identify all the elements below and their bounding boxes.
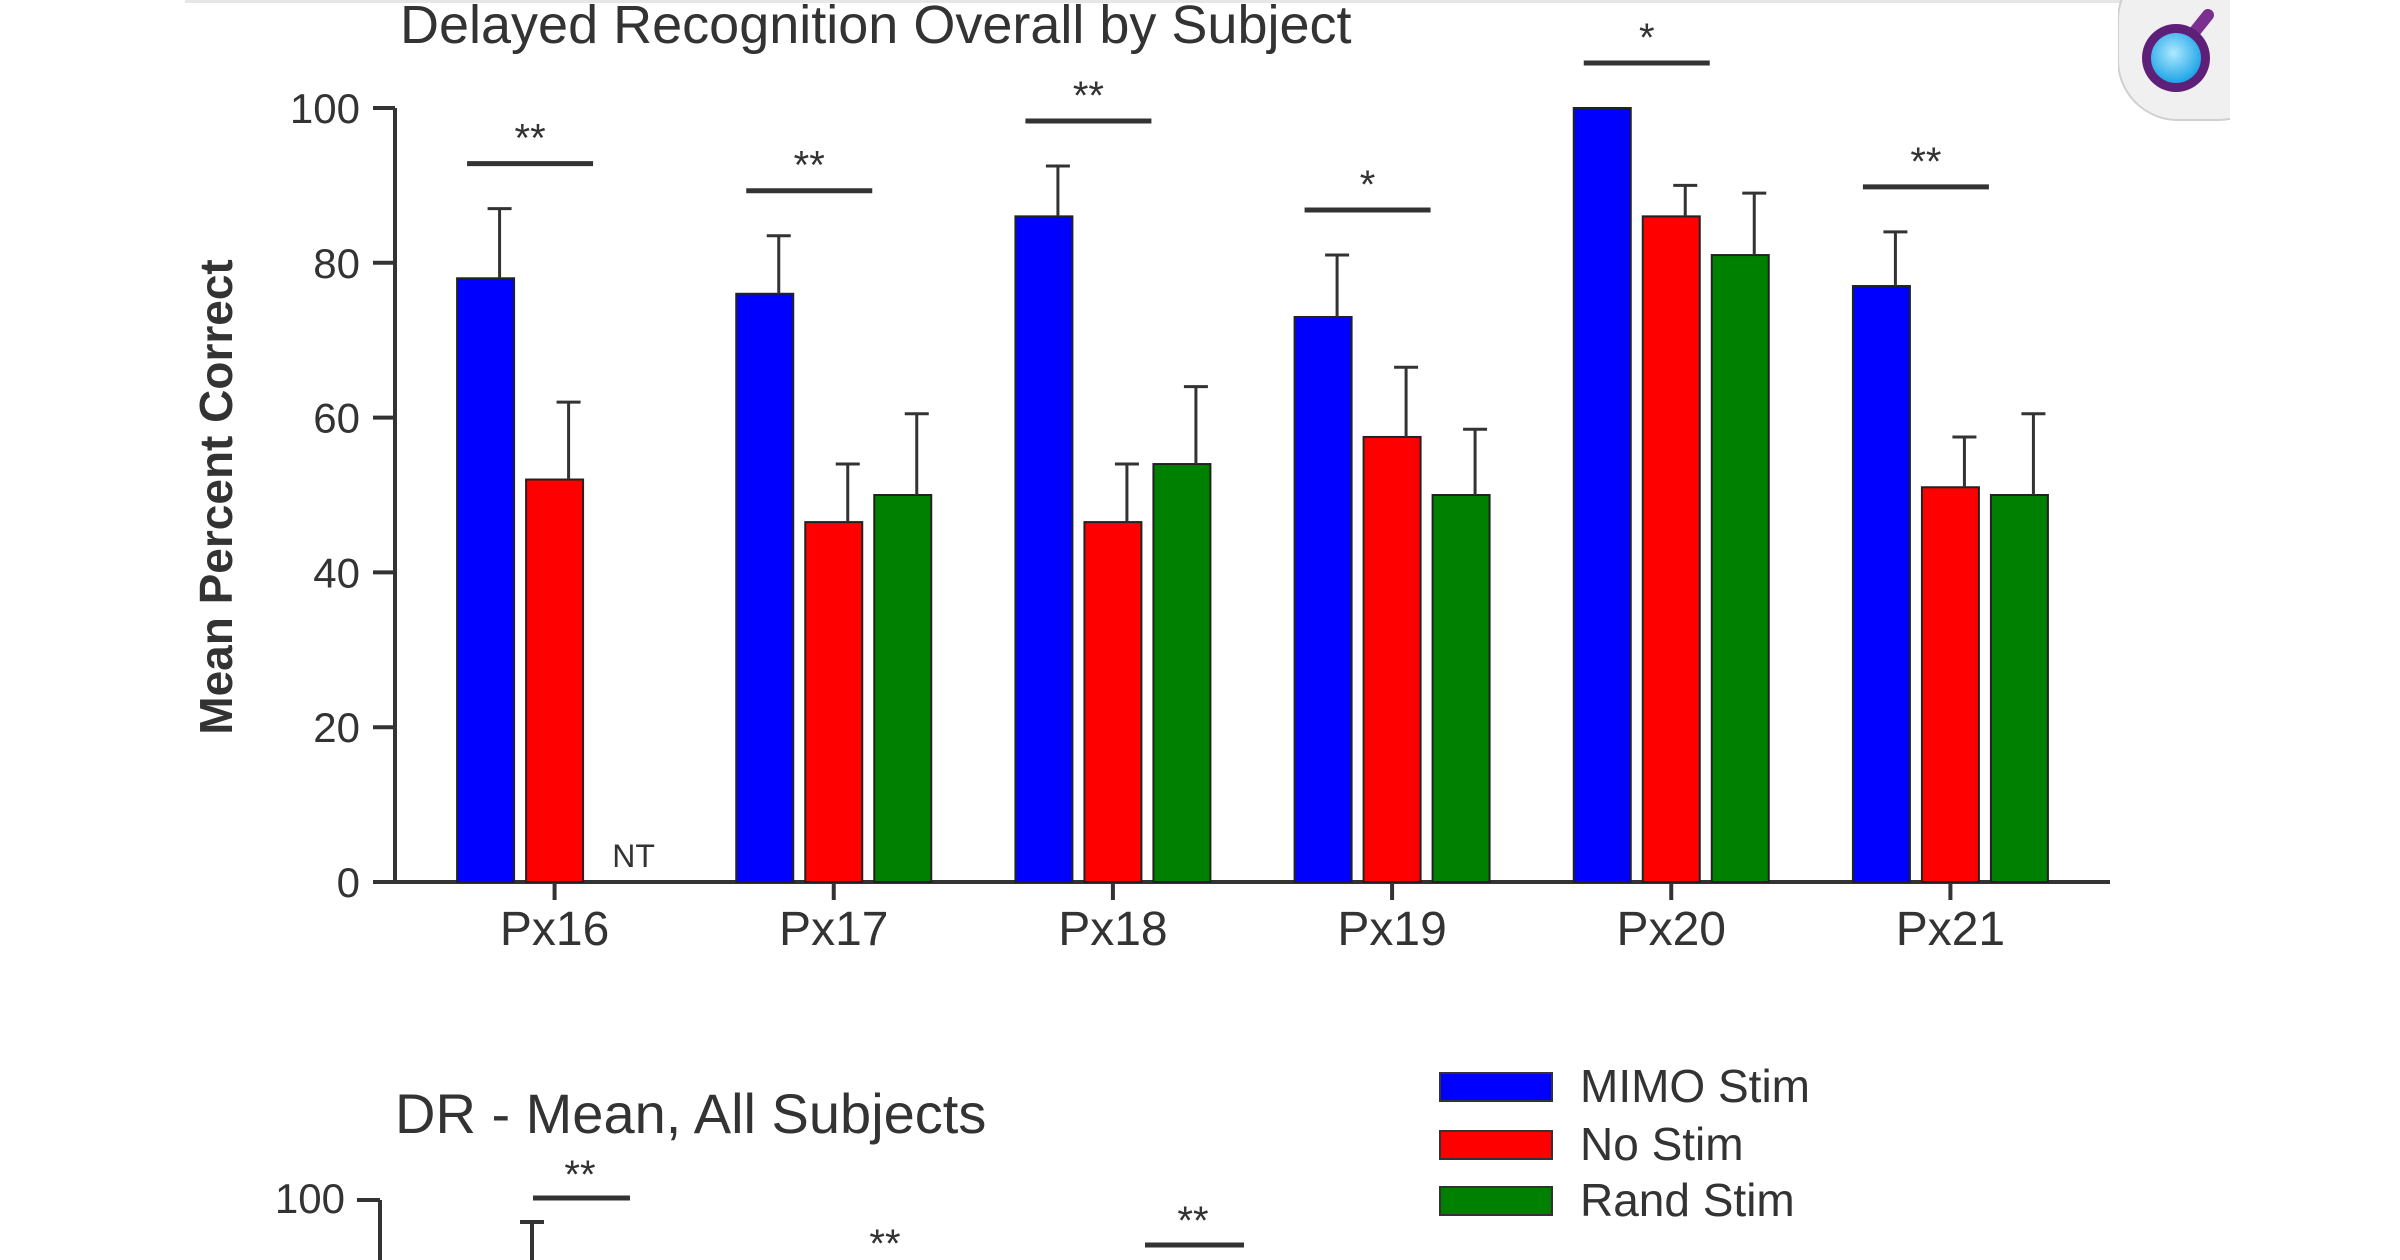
bar bbox=[1431, 494, 1491, 883]
y-tick-label: 20 bbox=[313, 704, 360, 751]
y-tick-label: 60 bbox=[313, 395, 360, 442]
x-tick-label: Px21 bbox=[1896, 903, 2005, 956]
chart2-title: DR - Mean, All Subjects bbox=[395, 1082, 986, 1145]
bar bbox=[1152, 463, 1212, 883]
significance-label: ** bbox=[515, 117, 546, 161]
bar bbox=[804, 521, 864, 884]
significance-label: ** bbox=[1073, 74, 1104, 118]
bar bbox=[1641, 215, 1701, 884]
legend-swatch-mimo bbox=[1439, 1072, 1553, 1102]
x-axis: Px16 Px17 Px18 Px19 Px20 Px21 bbox=[395, 880, 2110, 956]
y-tick-label: 0 bbox=[337, 859, 360, 906]
y-tick-label: 80 bbox=[313, 240, 360, 287]
significance-label: * bbox=[1360, 163, 1376, 207]
chart2-sig-label-2: ** bbox=[869, 1222, 900, 1260]
significance-label: * bbox=[1639, 16, 1655, 60]
bar bbox=[456, 277, 516, 883]
bar bbox=[1710, 254, 1770, 883]
x-tick-label: Px16 bbox=[500, 903, 609, 956]
chart2-y-tick-label: 100 bbox=[275, 1175, 345, 1222]
y-axis: 0 20 40 60 80 100 bbox=[290, 85, 397, 906]
chart2-sig-label-3: ** bbox=[1177, 1199, 1208, 1243]
not-tested-label: NT bbox=[612, 838, 655, 874]
y-tick-label: 40 bbox=[313, 549, 360, 596]
bar bbox=[1362, 435, 1422, 883]
legend-swatch-nostim bbox=[1439, 1130, 1553, 1160]
x-tick-label: Px19 bbox=[1337, 903, 1446, 956]
slide-top-border bbox=[185, 0, 2215, 3]
chart-title: Delayed Recognition Overall by Subject bbox=[400, 0, 1352, 55]
legend-label-mimo: MIMO Stim bbox=[1580, 1060, 1810, 1112]
chart2-sig-label-1: ** bbox=[564, 1153, 595, 1197]
bar bbox=[1920, 486, 1980, 883]
bar bbox=[1083, 521, 1143, 884]
bar bbox=[1014, 215, 1074, 884]
bar bbox=[1293, 315, 1353, 884]
bar bbox=[1572, 107, 1632, 883]
bar bbox=[525, 478, 585, 883]
bar bbox=[1851, 285, 1911, 883]
bar bbox=[735, 292, 795, 883]
significance-label: ** bbox=[1910, 140, 1941, 184]
significance-label: ** bbox=[794, 144, 825, 188]
significance-markers: ********** bbox=[467, 16, 1989, 213]
bar bbox=[873, 494, 933, 883]
legend-swatch-rand bbox=[1439, 1186, 1553, 1216]
y-tick-label: 100 bbox=[290, 85, 360, 132]
x-tick-label: Px17 bbox=[779, 903, 888, 956]
bars: NT bbox=[456, 107, 2049, 884]
magnifier-logo-icon bbox=[2118, 0, 2230, 125]
x-tick-label: Px18 bbox=[1058, 903, 1167, 956]
legend: MIMO Stim No Stim Rand Stim bbox=[1439, 1060, 1810, 1226]
x-tick-label: Px20 bbox=[1617, 903, 1726, 956]
y-axis-label: Mean Percent Correct bbox=[190, 259, 242, 735]
legend-label-rand: Rand Stim bbox=[1580, 1174, 1795, 1226]
bar bbox=[1989, 494, 2049, 883]
legend-label-nostim: No Stim bbox=[1580, 1118, 1744, 1170]
